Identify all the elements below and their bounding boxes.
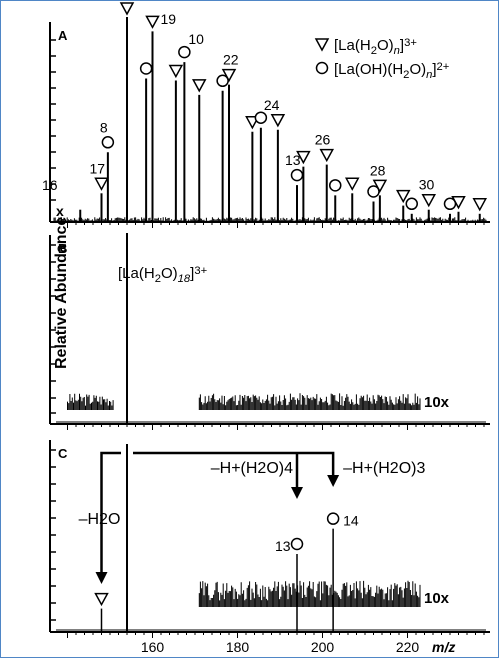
panel-C-water-loss-label: –H2O xyxy=(79,511,121,528)
panel-A-peak-8-triangle-marker xyxy=(191,79,207,93)
panel-A-label: A xyxy=(58,28,68,43)
panel-A-peak-7-circle-marker xyxy=(178,45,191,59)
x-tick-label-180: 180 xyxy=(226,639,250,655)
panel-C-peak-label-14: 14 xyxy=(343,513,359,529)
x-tick-label-160: 160 xyxy=(141,639,165,655)
panel-B-label: B xyxy=(58,241,67,256)
panel-B-noise-right xyxy=(198,393,421,410)
panel-A-peak-label-17: 17 xyxy=(90,160,106,176)
panel-A-peak-15-triangle-marker xyxy=(296,150,311,165)
panel-C-arrowhead-13 xyxy=(291,487,303,499)
x-axis-label: m/z xyxy=(432,639,455,655)
panel-C-peak-0-triangle-marker xyxy=(94,592,109,607)
panel-A-peak-23-triangle-marker xyxy=(421,193,437,208)
panel-A-x-marker: x xyxy=(56,203,64,219)
panel-A-peak-19-circle-marker xyxy=(367,185,380,198)
panel-A-peak-6-triangle-marker xyxy=(168,64,184,79)
legend-circle-marker xyxy=(315,61,329,75)
panel-B-main-peak-label: [La(H2O)18]3+ xyxy=(118,265,208,285)
panel-A-peak-4-circle-marker xyxy=(139,62,153,75)
panel-A-peak-3-triangle-marker xyxy=(119,2,135,16)
legend-circle-label: [La(OH)(H2O)n]2+ xyxy=(334,61,450,81)
panel-C-noise xyxy=(198,580,421,607)
panel-C-peak-label-13: 13 xyxy=(275,538,291,554)
panel-C-proton-water3-label: –H+(H2O)3 xyxy=(343,460,425,477)
panel-A-peak-label-22: 22 xyxy=(223,52,239,68)
panel-A-peak-22-circle-marker xyxy=(405,197,418,211)
panel-A-peak-label-24: 24 xyxy=(264,97,280,113)
panel-A-peak-label-19: 19 xyxy=(161,11,177,27)
panel-C-arrow-to-14 xyxy=(133,451,335,478)
panel-A-peak-18-triangle-marker xyxy=(344,177,360,191)
panel-A-peak-label-28: 28 xyxy=(370,162,386,178)
panel-A-peak-20-triangle-marker xyxy=(372,179,388,193)
panel-B-magnification-label: 10x xyxy=(424,394,450,411)
panel-A-peak-16-triangle-marker xyxy=(319,148,335,163)
panel-A-peak-10-triangle-marker xyxy=(221,68,237,83)
panel-A-peak-label-8: 8 xyxy=(100,119,108,135)
panel-C-arrowhead-14 xyxy=(327,475,340,487)
panel-A-peak-5-triangle-marker xyxy=(145,15,160,29)
panel-A-peak-9-circle-marker xyxy=(216,74,229,88)
panel-A-peak-label-26: 26 xyxy=(315,132,331,148)
panel-A-peak-14-circle-marker xyxy=(290,168,304,182)
panel-B-noise-left xyxy=(67,393,114,410)
legend-triangle-marker xyxy=(314,38,330,52)
panel-A-peak-17-circle-marker xyxy=(329,179,342,192)
legend-triangle-label: [La(H2O)n]3+ xyxy=(334,37,417,57)
panel-A-peak-label-13: 13 xyxy=(285,152,301,168)
panel-C-peak-1-circle-marker xyxy=(290,537,304,551)
panel-C-proton-water4-label: –H+(H2O)4 xyxy=(211,460,293,477)
panel-A-peak-label-10: 10 xyxy=(188,31,204,47)
panel-A-peak-25-triangle-marker xyxy=(451,196,466,210)
panel-C-water-loss-arrowhead xyxy=(95,572,108,584)
panel-A-peak-12-circle-marker xyxy=(254,111,268,124)
panel-C-water-loss-arrow xyxy=(100,451,121,575)
panel-C-label: C xyxy=(58,446,68,461)
panel-A-peak-label-16: 16 xyxy=(42,177,58,193)
panel-A-baseline-noise xyxy=(53,217,487,222)
panel-A-peak-1-triangle-marker xyxy=(94,177,109,191)
panel-C-peak-2-circle-marker xyxy=(326,512,340,525)
x-tick-label-200: 200 xyxy=(311,639,335,655)
panel-A-peak-26-triangle-marker xyxy=(472,198,488,212)
panel-C-magnification-label: 10x xyxy=(424,590,450,607)
panel-A-peak-label-30: 30 xyxy=(419,177,435,193)
panel-A-peak-13-triangle-marker xyxy=(270,114,286,128)
panel-A-peak-2-circle-marker xyxy=(101,136,115,149)
panel-A-peak-21-triangle-marker xyxy=(395,189,411,204)
x-tick-label-220: 220 xyxy=(396,639,420,655)
